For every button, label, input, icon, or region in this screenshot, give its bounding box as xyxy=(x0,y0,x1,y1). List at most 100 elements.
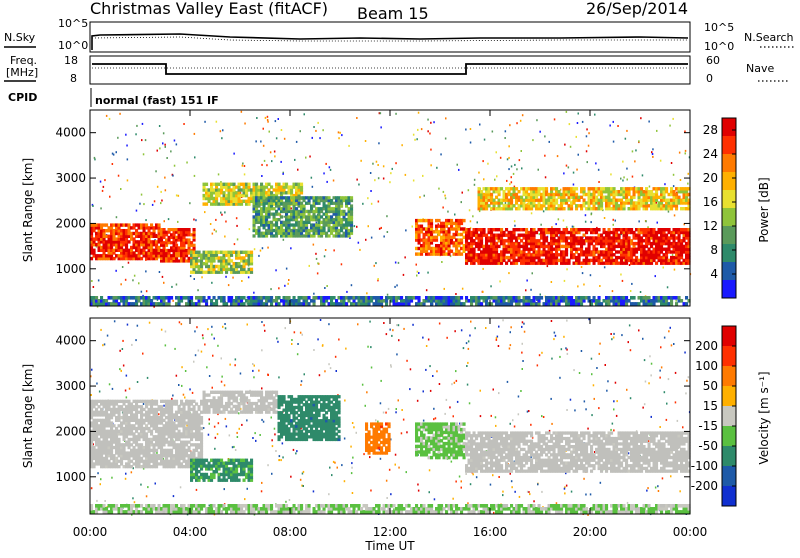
scatter-speck xyxy=(160,191,162,193)
scatter-speck xyxy=(427,119,429,121)
scatter-speck xyxy=(270,151,272,153)
band-cell xyxy=(510,207,513,210)
freq-tick-bottom: 8 xyxy=(70,72,77,85)
band-cell xyxy=(555,187,558,190)
colorbar-tick-label: 24 xyxy=(703,147,718,161)
scatter-speck xyxy=(405,174,407,176)
scatter-speck xyxy=(538,169,540,171)
scatter-speck xyxy=(642,338,644,340)
nsky-tick-top: 10^5 xyxy=(58,17,88,30)
scatter-speck xyxy=(406,360,408,362)
scatter-speck xyxy=(682,426,684,428)
scatter-speck xyxy=(254,365,256,367)
scatter-speck xyxy=(171,286,173,288)
scatter-speck xyxy=(181,385,183,387)
band-cell xyxy=(470,302,473,306)
colorbar-swatch xyxy=(722,208,736,227)
scatter-speck xyxy=(626,130,628,132)
scatter-speck xyxy=(143,153,145,155)
nsky-label: N.Sky xyxy=(4,31,36,44)
scatter-speck xyxy=(197,289,199,291)
scatter-speck xyxy=(93,286,95,288)
band-cell xyxy=(118,302,121,306)
scatter-speck xyxy=(554,118,556,120)
scatter-speck xyxy=(472,215,474,217)
scatter-speck xyxy=(195,354,197,356)
colorbar-swatch xyxy=(722,118,736,137)
scatter-speck xyxy=(173,495,175,497)
scatter-speck xyxy=(287,283,289,285)
scatter-speck xyxy=(189,388,191,390)
scatter-speck xyxy=(630,349,632,351)
band-cell xyxy=(168,302,171,306)
band-cell xyxy=(478,187,481,190)
band-cell xyxy=(250,259,253,262)
scatter-speck xyxy=(652,148,654,150)
scatter-speck xyxy=(293,449,295,451)
scatter-speck xyxy=(328,323,330,325)
scatter-speck xyxy=(142,353,144,355)
scatter-speck xyxy=(317,122,319,124)
scatter-speck xyxy=(131,344,133,346)
band-cell xyxy=(645,207,648,210)
scatter-speck xyxy=(112,163,114,165)
scatter-speck xyxy=(254,248,256,250)
scatter-speck xyxy=(550,398,552,400)
scatter-speck xyxy=(138,282,140,284)
scatter-speck xyxy=(264,330,266,332)
scatter-speck xyxy=(568,166,570,168)
scatter-speck xyxy=(590,221,592,223)
scatter-speck xyxy=(179,321,181,323)
scatter-speck xyxy=(96,383,98,385)
scatter-speck xyxy=(119,368,121,370)
scatter-speck xyxy=(178,384,180,386)
scatter-speck xyxy=(228,284,230,286)
scatter-speck xyxy=(322,344,324,346)
scatter-speck xyxy=(119,113,121,115)
scatter-speck xyxy=(315,130,317,132)
scatter-speck xyxy=(498,326,500,328)
scatter-speck xyxy=(598,169,600,171)
scatter-speck xyxy=(493,389,495,391)
scatter-speck xyxy=(429,469,431,471)
scatter-speck xyxy=(591,358,593,360)
scatter-speck xyxy=(502,319,504,321)
scatter-speck xyxy=(392,168,394,170)
scatter-speck xyxy=(484,139,486,141)
scatter-speck xyxy=(96,500,98,502)
scatter-speck xyxy=(291,339,293,341)
scatter-speck xyxy=(604,266,606,268)
scatter-speck xyxy=(545,176,547,178)
scatter-speck xyxy=(390,493,392,495)
scatter-speck xyxy=(209,418,211,420)
scatter-speck xyxy=(104,343,106,345)
scatter-speck xyxy=(284,216,286,218)
colorbar-swatch xyxy=(722,262,736,281)
scatter-speck xyxy=(387,231,389,233)
scatter-speck xyxy=(266,164,268,166)
scatter-speck xyxy=(185,370,187,372)
scatter-speck xyxy=(675,401,677,403)
scatter-speck xyxy=(201,276,203,278)
nsky-tick-bottom: 10^0 xyxy=(58,39,88,52)
scatter-speck xyxy=(521,167,523,169)
scatter-speck xyxy=(139,203,141,205)
band-cell xyxy=(530,207,533,210)
scatter-speck xyxy=(632,150,634,152)
scatter-speck xyxy=(356,432,358,434)
scatter-speck xyxy=(388,408,390,410)
scatter-speck xyxy=(418,112,420,114)
scatter-speck xyxy=(585,214,587,216)
scatter-speck xyxy=(566,485,568,487)
scatter-speck xyxy=(685,152,687,154)
scatter-speck xyxy=(573,184,575,186)
scatter-speck xyxy=(429,491,431,493)
scatter-speck xyxy=(461,480,463,482)
scatter-speck xyxy=(221,381,223,383)
band-cell xyxy=(483,228,486,231)
scatter-speck xyxy=(239,428,241,430)
scatter-speck xyxy=(104,179,106,181)
scatter-speck xyxy=(572,226,574,228)
